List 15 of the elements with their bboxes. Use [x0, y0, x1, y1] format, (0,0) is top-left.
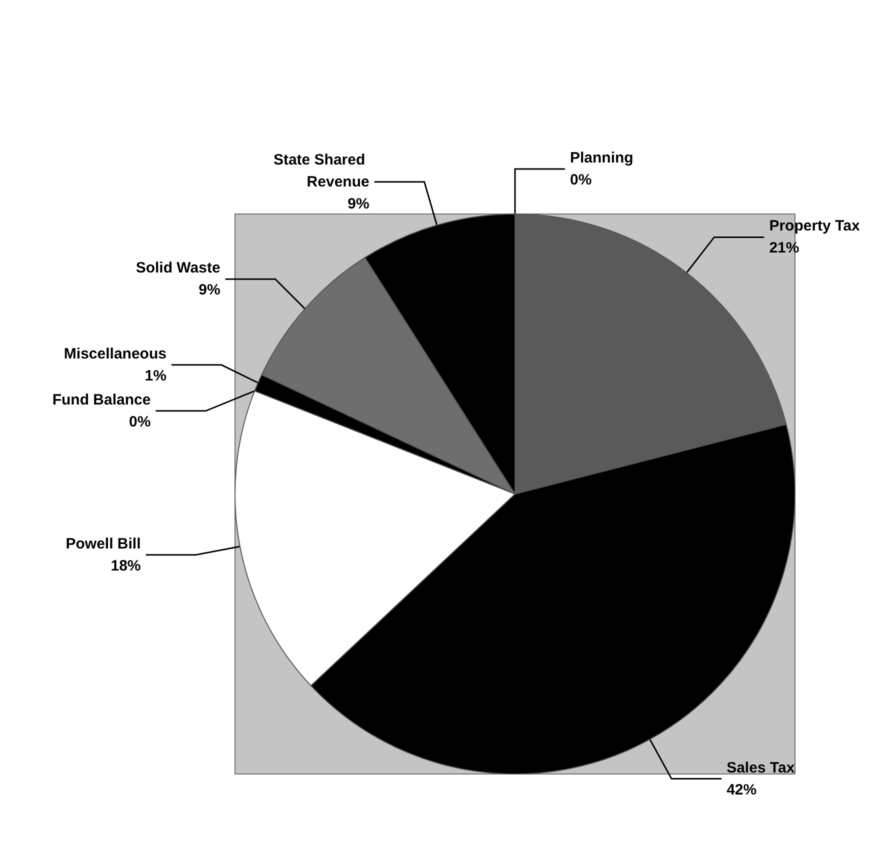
data-label: 9% — [198, 282, 220, 299]
slice-label: Solid Waste — [136, 260, 220, 277]
slice-label: State Shared Revenue — [273, 151, 370, 190]
text: 0% — [129, 413, 151, 430]
category-label: Fund Balance — [52, 391, 151, 408]
data-label: 18% — [110, 557, 141, 574]
data-label: 21% — [769, 240, 800, 257]
slice-label: Powell Bill — [66, 535, 141, 552]
data-label: 42% — [726, 781, 757, 798]
data-label: 1% — [144, 367, 166, 384]
text: 0% — [570, 172, 592, 188]
slice-label: Sales Tax — [726, 759, 796, 776]
category-label: Planning — [570, 150, 634, 166]
slice-label: Miscellaneous — [64, 345, 166, 362]
data-label: 9% — [348, 195, 370, 212]
